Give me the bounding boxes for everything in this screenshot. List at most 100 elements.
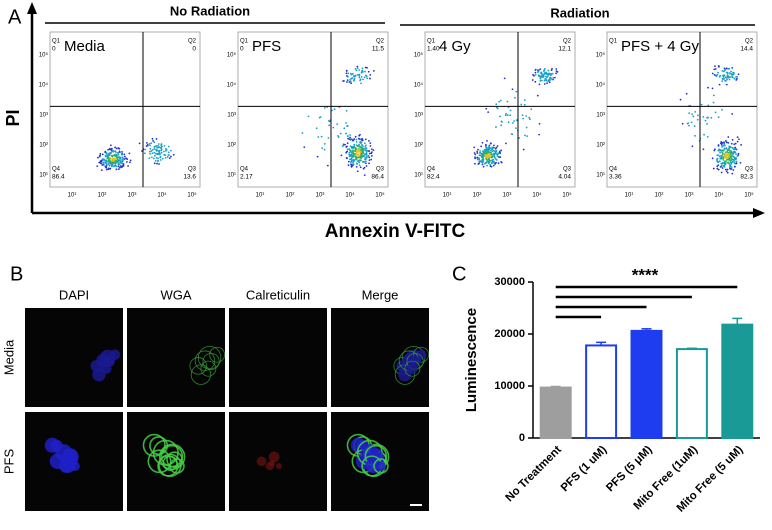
event-dot	[356, 144, 359, 147]
event-dot	[724, 144, 726, 147]
event-dot	[368, 159, 371, 162]
y-tick-label: 10⁴	[39, 82, 49, 89]
event-dot	[525, 115, 528, 117]
event-dot	[549, 77, 551, 80]
event-dot	[358, 74, 361, 77]
event-dot	[151, 137, 154, 140]
event-dot	[352, 155, 355, 158]
event-dot	[360, 159, 362, 162]
event-dot	[706, 135, 709, 138]
event-dot	[365, 156, 368, 159]
event-dot	[726, 168, 729, 171]
event-dot	[711, 72, 714, 75]
event-dot	[370, 158, 373, 161]
event-dot	[540, 71, 543, 74]
event-dot	[711, 157, 714, 160]
event-dot	[700, 103, 703, 106]
event-dot	[355, 138, 358, 141]
x-tick-label: 10⁵	[562, 192, 572, 199]
event-dot	[153, 162, 156, 165]
event-dot	[351, 149, 354, 152]
event-dot	[363, 161, 366, 163]
event-dot	[102, 161, 105, 164]
event-dot	[117, 168, 120, 171]
event-dot	[105, 159, 108, 162]
event-dot	[509, 114, 512, 117]
event-dot	[478, 160, 481, 163]
event-dot	[532, 73, 534, 76]
event-dot	[324, 106, 326, 109]
event-dot	[350, 160, 353, 163]
event-dot	[737, 73, 740, 76]
event-dot	[493, 152, 496, 155]
event-dot	[730, 70, 732, 73]
quadrant-name: Q4	[427, 167, 436, 173]
event-dot	[345, 70, 348, 72]
event-dot	[114, 146, 116, 149]
event-dot	[355, 157, 357, 159]
event-dot	[123, 153, 126, 156]
event-dot	[523, 103, 526, 106]
event-dot	[365, 160, 367, 163]
event-dot	[491, 155, 494, 158]
quadrant-value: 82.3	[740, 174, 753, 181]
event-dot	[107, 148, 109, 151]
event-dot	[365, 75, 368, 78]
event-dot	[496, 155, 499, 157]
event-dot	[370, 148, 373, 151]
event-dot	[490, 153, 493, 156]
event-dot	[482, 155, 485, 158]
event-dot	[105, 153, 108, 155]
event-dot	[150, 150, 153, 153]
event-dot	[702, 116, 705, 118]
event-dot	[366, 149, 369, 152]
event-dot	[688, 112, 691, 115]
event-dot	[154, 159, 157, 162]
event-dot	[489, 149, 492, 152]
y-tick-label: 20000	[494, 328, 525, 340]
event-dot	[303, 146, 306, 149]
event-dot	[724, 160, 727, 163]
event-dot	[117, 156, 119, 159]
y-tick-label: 10²	[39, 143, 48, 149]
event-dot	[714, 68, 717, 70]
event-dot	[365, 165, 368, 167]
event-dot	[115, 153, 118, 156]
event-dot	[495, 152, 497, 155]
event-dot	[735, 76, 737, 78]
event-dot	[500, 160, 503, 163]
event-dot	[473, 152, 476, 154]
event-dot	[364, 149, 367, 152]
event-dot	[553, 76, 556, 79]
event-dot	[364, 153, 366, 156]
event-dot	[121, 156, 124, 159]
event-dot	[499, 99, 502, 102]
plot-frame	[424, 31, 576, 188]
event-dot	[538, 75, 540, 77]
membrane	[190, 364, 212, 385]
event-dot	[369, 77, 371, 80]
event-dot	[488, 145, 490, 148]
event-dot	[353, 79, 356, 81]
event-dot	[729, 76, 732, 79]
event-dot	[358, 164, 361, 167]
nucleus	[376, 461, 386, 471]
x-tick-label: 10¹	[68, 193, 77, 199]
event-dot	[721, 161, 724, 164]
event-dot	[720, 154, 723, 157]
event-dot	[492, 149, 495, 152]
event-dot	[361, 144, 363, 146]
event-dot	[350, 153, 353, 156]
event-dot	[550, 72, 552, 75]
y-tick-label: 10²	[596, 143, 605, 149]
event-dot	[117, 160, 120, 163]
event-dot	[365, 144, 367, 147]
sample-label: Media	[64, 38, 106, 55]
event-dot	[168, 154, 170, 157]
event-dot	[735, 79, 738, 81]
event-dot	[731, 147, 734, 149]
event-dot	[148, 157, 151, 160]
event-dot	[164, 154, 167, 157]
event-dot	[368, 156, 371, 159]
event-dot	[108, 159, 111, 162]
